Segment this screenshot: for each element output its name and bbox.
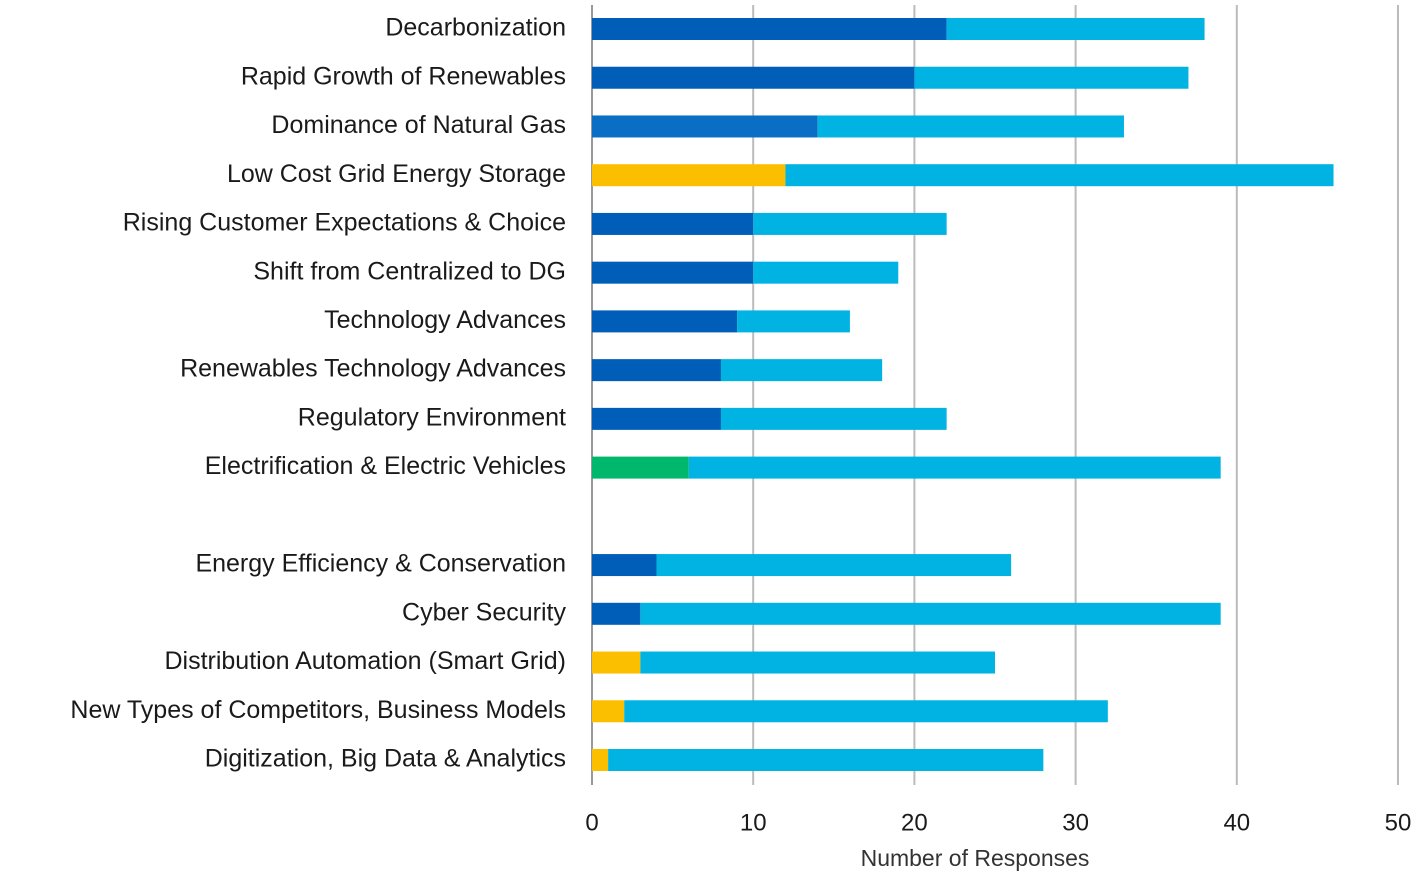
bar-segment <box>946 18 1205 40</box>
x-axis-title: Number of Responses <box>861 845 1090 871</box>
x-tick-label: 10 <box>740 809 767 836</box>
y-tick-label: Shift from Centralized to DG <box>253 257 566 285</box>
bar-segment <box>624 700 1108 723</box>
y-tick-label: Digitization, Big Data & Analytics <box>205 745 566 773</box>
bar-segment <box>592 749 609 771</box>
x-tick-label: 20 <box>901 809 928 836</box>
y-tick-label: Energy Efficiency & Conservation <box>195 550 566 578</box>
x-tick-label: 50 <box>1385 809 1412 836</box>
y-tick-label: Cyber Security <box>402 598 566 626</box>
y-tick-label: Regulatory Environment <box>298 403 566 431</box>
bar-segment <box>592 66 915 89</box>
bar-segment <box>592 212 754 235</box>
x-tick-label: 40 <box>1223 809 1250 836</box>
bar-segment <box>753 261 899 284</box>
y-tick-label: Decarbonization <box>385 14 566 42</box>
y-tick-label: Low Cost Grid Energy Storage <box>227 160 566 188</box>
bar-segment <box>817 115 1124 138</box>
bar-segment <box>592 164 786 187</box>
bar-segment <box>592 115 818 138</box>
bar-segment <box>688 456 1221 479</box>
bar-segment <box>592 18 947 40</box>
bar-segment <box>720 359 883 382</box>
x-tick-label: 0 <box>585 809 598 836</box>
bar-segment <box>592 651 641 674</box>
bar-segment <box>592 407 721 430</box>
y-tick-label: New Types of Competitors, Business Model… <box>70 696 566 724</box>
bar-segment <box>592 261 754 284</box>
bar-segment <box>640 651 995 674</box>
bar-segment <box>720 407 947 430</box>
bar-segment <box>656 554 1012 577</box>
bar-segment <box>640 602 1221 625</box>
y-tick-label: Rising Customer Expectations & Choice <box>123 209 566 237</box>
y-tick-label: Technology Advances <box>324 306 566 334</box>
bar-segment <box>914 66 1189 89</box>
bar-segment <box>592 359 721 382</box>
y-tick-label: Electrification & Electric Vehicles <box>205 452 566 480</box>
bar-segment <box>608 749 1044 771</box>
y-tick-label: Renewables Technology Advances <box>180 355 566 383</box>
bar-segment <box>737 310 850 333</box>
bar-segment <box>592 310 738 333</box>
bar-segment <box>592 456 689 479</box>
x-tick-label: 30 <box>1062 809 1089 836</box>
bar-segment <box>592 700 625 723</box>
y-tick-label: Dominance of Natural Gas <box>271 111 566 139</box>
bar-segment <box>592 554 657 577</box>
bar-segment <box>592 602 641 625</box>
y-tick-label: Distribution Automation (Smart Grid) <box>164 647 566 675</box>
bar-segment <box>753 212 947 235</box>
bar-segment <box>785 164 1334 187</box>
y-tick-label: Rapid Growth of Renewables <box>241 62 566 90</box>
